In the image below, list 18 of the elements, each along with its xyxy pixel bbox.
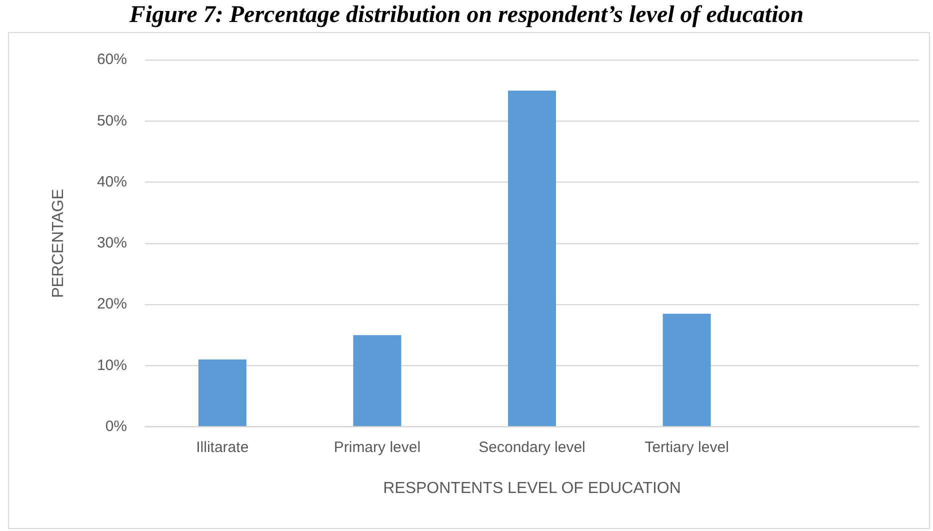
bar bbox=[662, 314, 711, 426]
x-tick-label: Tertiary level bbox=[644, 438, 729, 456]
y-tick-label: 0% bbox=[105, 418, 127, 435]
y-tick-label: 50% bbox=[96, 112, 127, 130]
chart-title: Figure 7: Percentage distribution on respondent’s level of education bbox=[128, 1, 805, 29]
x-tick-label: Illitarate bbox=[196, 438, 249, 456]
y-tick-label: 40% bbox=[96, 173, 127, 190]
x-tick-label: Primary level bbox=[334, 438, 421, 456]
bar bbox=[198, 360, 246, 426]
x-axis-title: RESPONTENTS LEVEL OF EDUCATION bbox=[383, 480, 681, 497]
y-tick-label: 60% bbox=[96, 51, 127, 68]
x-tick-label: Secondary level bbox=[478, 438, 586, 456]
y-tick-label: 20% bbox=[96, 296, 127, 313]
y-axis-title: PERCENTAGE bbox=[50, 188, 68, 298]
y-tick-label: 10% bbox=[96, 356, 127, 374]
y-tick-label: 30% bbox=[96, 234, 127, 252]
bar bbox=[508, 90, 556, 426]
bar bbox=[353, 335, 402, 426]
